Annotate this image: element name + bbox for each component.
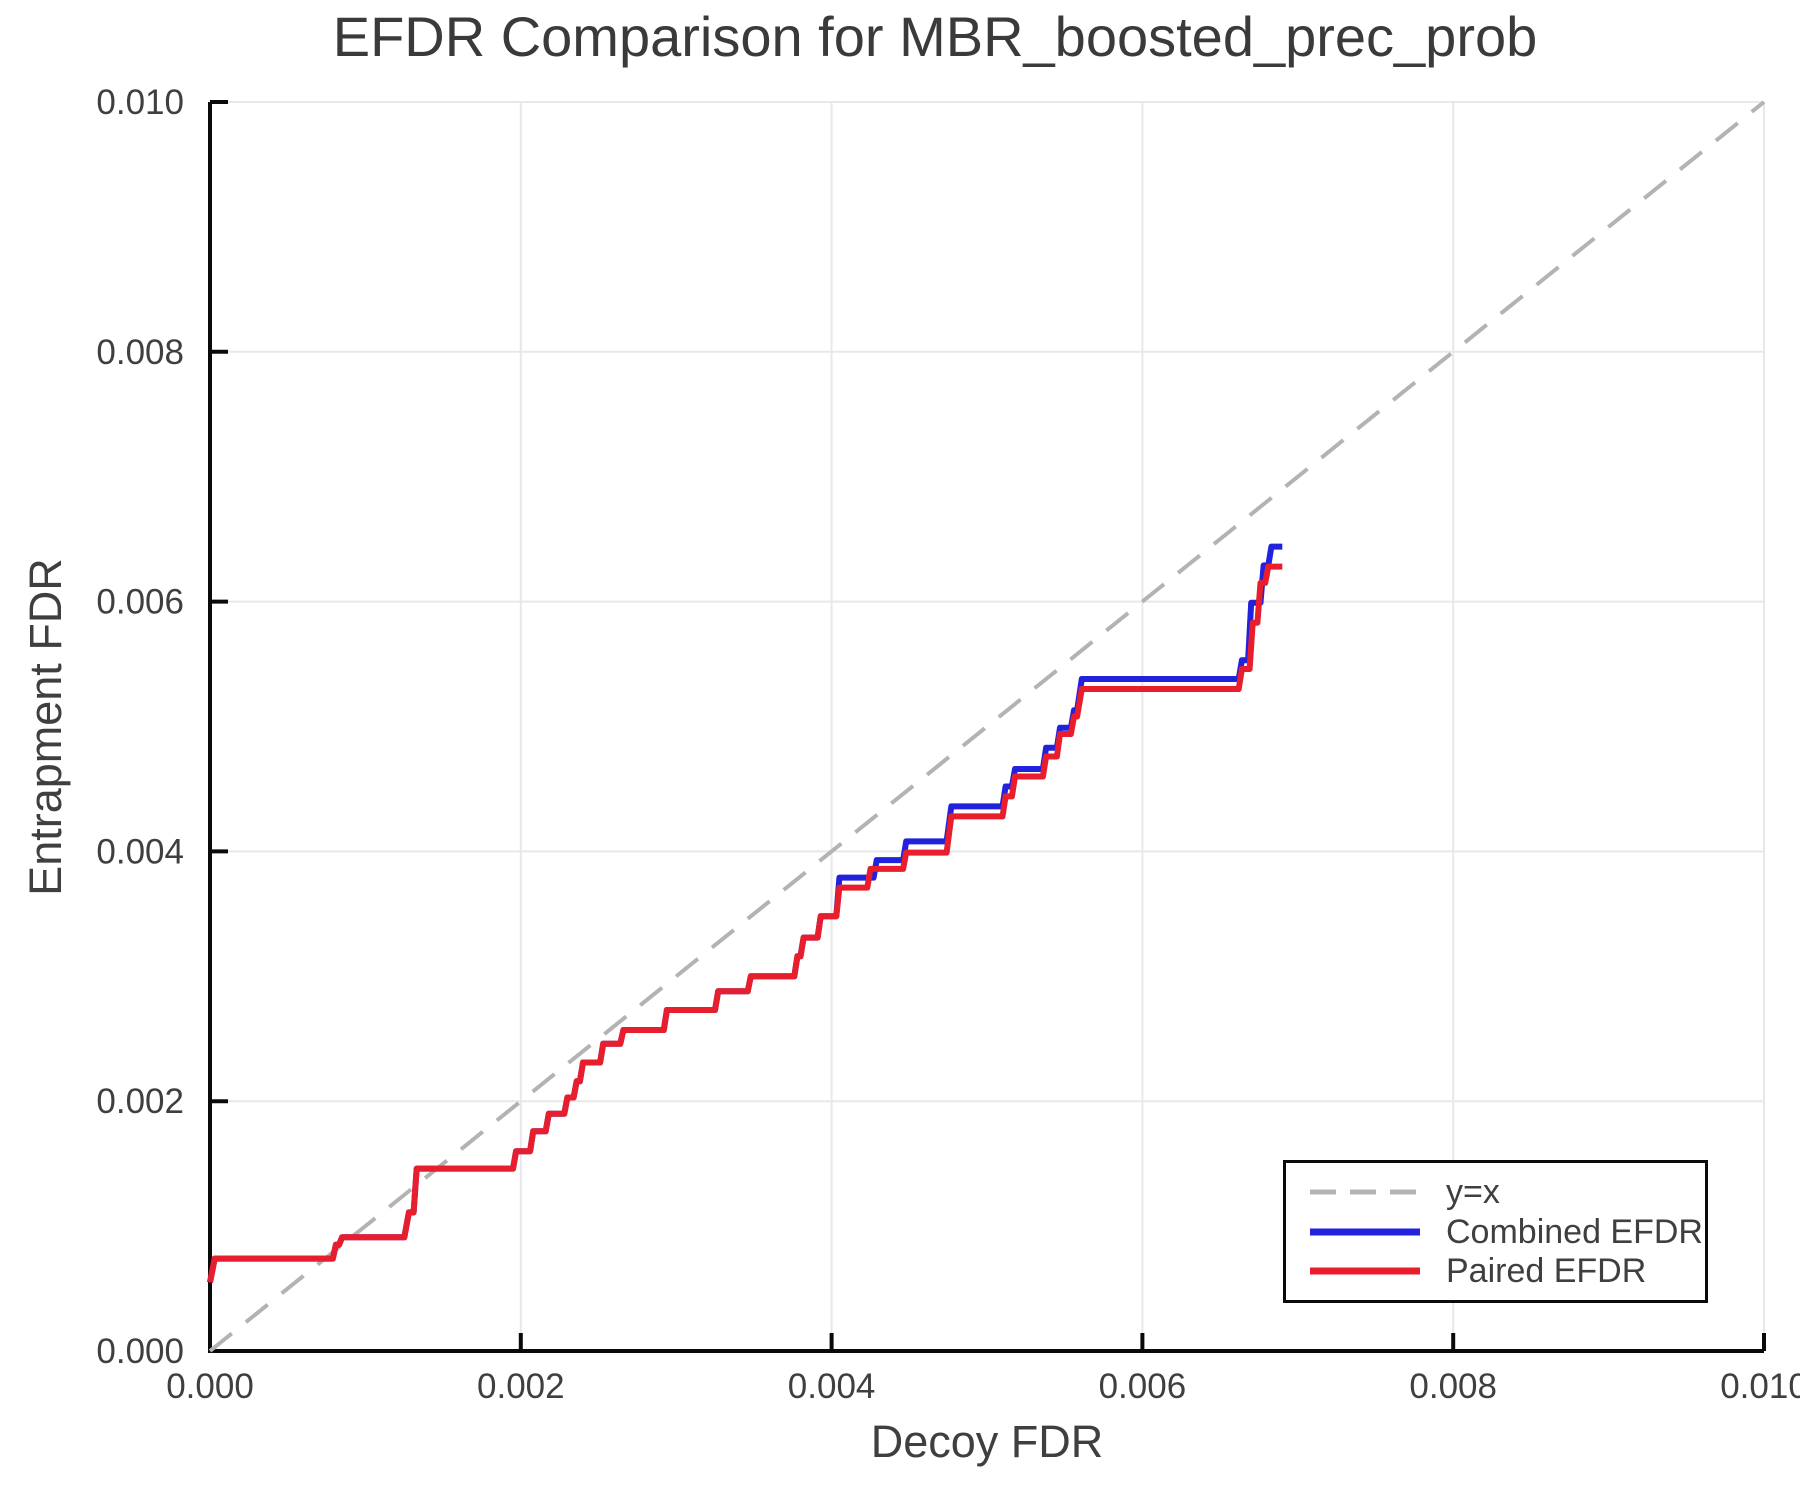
x-tick-label: 0.004 [788, 1367, 876, 1406]
y-tick-label: 0.002 [96, 1082, 184, 1121]
x-tick-label: 0.006 [1099, 1367, 1187, 1406]
y-tick-label: 0.006 [96, 583, 184, 622]
y-tick-label: 0.008 [96, 333, 184, 372]
paired-efdr-line-sample-icon [1310, 1267, 1420, 1275]
y-tick-label: 0.010 [96, 83, 184, 122]
legend-entry-identity-line: y=x [1310, 1175, 1705, 1209]
series-line-0 [208, 100, 1766, 1353]
x-tick-label: 0.010 [1720, 1367, 1800, 1406]
legend-entry-paired-efdr: Paired EFDR [1310, 1254, 1705, 1288]
chart-title: EFDR Comparison for MBR_boosted_prec_pro… [332, 5, 1538, 68]
legend-label-combined-efdr: Combined EFDR [1446, 1212, 1703, 1251]
y-tick-label: 0.004 [96, 832, 184, 871]
y-tick-label: 0.000 [96, 1332, 184, 1371]
series-line-2 [207, 563, 1283, 1283]
series-line-1 [207, 543, 1283, 1283]
identity-line-sample-icon [1310, 1189, 1420, 1195]
y-axis-label: Entrapment FDR [20, 558, 71, 896]
x-tick-label: 0.002 [477, 1367, 565, 1406]
legend-label-identity-line: y=x [1446, 1172, 1500, 1211]
x-tick-label: 0.008 [1409, 1367, 1497, 1406]
x-tick-label: 0.000 [166, 1367, 254, 1406]
legend-label-paired-efdr: Paired EFDR [1446, 1252, 1647, 1291]
x-axis-label: Decoy FDR [870, 1416, 1104, 1467]
legend: y=x Combined EFDR Paired EFDR [1283, 1160, 1708, 1303]
combined-efdr-line-sample-icon [1310, 1228, 1420, 1235]
legend-entry-combined-efdr: Combined EFDR [1310, 1215, 1705, 1249]
